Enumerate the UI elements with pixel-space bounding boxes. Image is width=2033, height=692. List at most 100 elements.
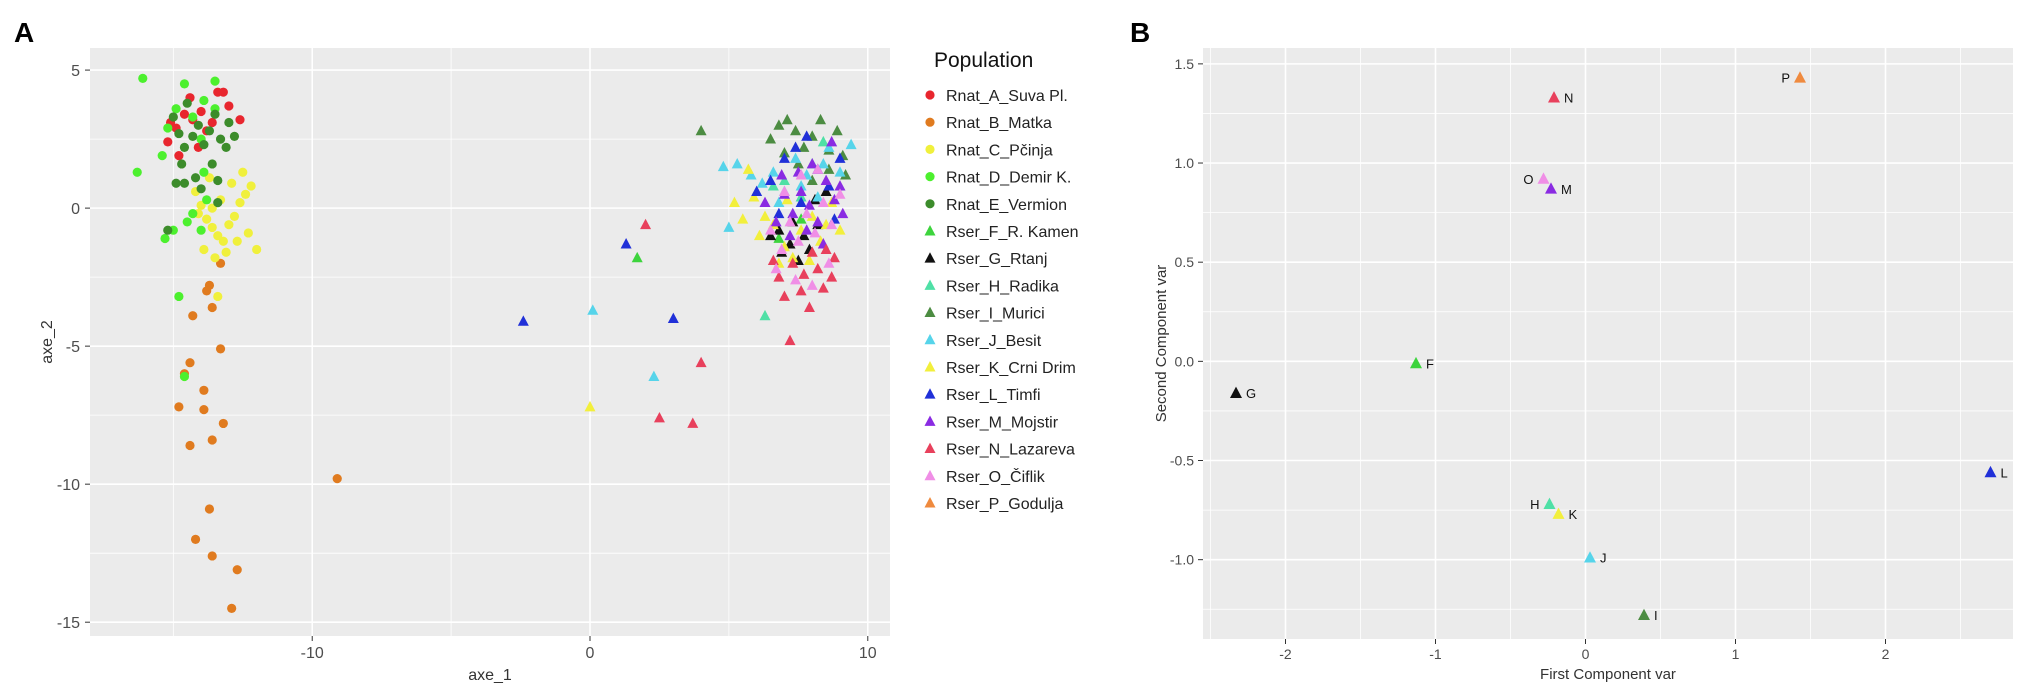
data-point (210, 76, 220, 86)
data-point (252, 244, 262, 255)
data-point (812, 215, 824, 227)
data-point (232, 236, 242, 246)
data-point (1543, 497, 1556, 510)
data-point (784, 229, 796, 241)
y-tick-label: -15 (57, 615, 80, 632)
y-tick-label: -1.0 (1170, 552, 1194, 568)
data-point (218, 418, 228, 429)
data-point (210, 109, 220, 119)
data-point (823, 141, 835, 152)
data-point (174, 291, 184, 302)
legend-label: Rser_J_Besit (946, 333, 1042, 350)
data-point (648, 370, 660, 381)
data-point (798, 229, 810, 241)
data-point (831, 124, 843, 136)
data-point (820, 185, 832, 197)
data-point (770, 262, 782, 274)
legend-label: Rser_O_Čiflik (946, 467, 1046, 486)
data-point (213, 87, 223, 97)
data-point (229, 131, 240, 141)
data-point (227, 603, 237, 613)
data-point (765, 174, 777, 185)
data-point (224, 101, 234, 111)
data-point (179, 79, 190, 89)
data-point (773, 224, 785, 235)
data-point (792, 158, 804, 169)
data-point (1584, 551, 1596, 563)
data-point (742, 163, 754, 174)
x-tick-label: 1 (1732, 646, 1740, 662)
x-tick-label: 10 (859, 645, 877, 662)
legend-marker (925, 117, 935, 127)
data-point (207, 117, 217, 128)
data-point (798, 141, 810, 152)
data-point (723, 221, 735, 232)
legend-marker (925, 172, 935, 182)
y-axis-label: axe_2 (39, 320, 56, 364)
data-point (784, 215, 796, 227)
data-point (823, 163, 835, 174)
legend-label: Rnat_E_Vermion (946, 197, 1067, 214)
data-point (179, 371, 190, 382)
data-point (812, 191, 824, 202)
data-point (163, 225, 173, 235)
y-tick-label: 0 (71, 201, 80, 218)
data-point (795, 191, 807, 202)
legend-marker (924, 388, 936, 399)
data-point (790, 273, 802, 285)
y-tick-label: -5 (66, 339, 80, 356)
legend: Population Rnat_A_Suva Pl. Rnat_B_Matka Rna… (924, 49, 1079, 513)
data-point (204, 504, 215, 514)
data-point (834, 224, 846, 235)
data-point (188, 311, 198, 321)
data-point (815, 113, 827, 125)
legend-label: Rser_G_Rtanj (946, 251, 1047, 268)
data-point (778, 290, 790, 301)
data-point (695, 356, 707, 368)
data-point (790, 141, 802, 152)
legend-marker (925, 90, 935, 100)
data-point (773, 196, 785, 208)
x-tick-label: 0 (586, 645, 595, 662)
data-point (182, 98, 192, 108)
legend-label: Rnat_C_Pčinja (946, 142, 1053, 159)
data-point (171, 104, 181, 114)
data-point (809, 227, 821, 238)
data-point (798, 268, 810, 279)
data-point (1548, 91, 1560, 103)
y-tick-label: 0.0 (1175, 353, 1195, 369)
data-point (767, 166, 779, 177)
data-point (765, 133, 777, 144)
data-point (1638, 608, 1650, 621)
data-point (806, 279, 818, 290)
y-tick-label: -0.5 (1170, 453, 1194, 469)
data-point (823, 180, 835, 191)
data-point (826, 218, 838, 230)
data-point (751, 185, 763, 197)
data-point (207, 302, 217, 313)
y-axis-label: Second Component var (1153, 265, 1170, 423)
data-point (795, 213, 807, 224)
panel-label-b: B (1130, 17, 1150, 48)
data-point (778, 152, 790, 163)
data-point (728, 196, 740, 208)
data-point (163, 123, 173, 133)
y-tick-label: -10 (57, 477, 80, 494)
legend-label: Rser_N_Lazareva (946, 442, 1075, 459)
data-point (202, 286, 212, 296)
data-point (795, 196, 807, 208)
data-point (803, 254, 815, 266)
data-point (695, 124, 707, 136)
panel-label-a: A (14, 17, 34, 48)
data-point (179, 142, 190, 152)
legend-label: Rser_M_Mojstir (946, 414, 1059, 431)
legend-marker (925, 144, 935, 154)
data-point (213, 291, 223, 302)
y-tick-label: 5 (71, 63, 80, 80)
data-point (753, 229, 765, 241)
chart-b: -2 -1 0 1 2 1.5 1.0 0.5 0.0 -0.5 -1.0 First Compone… (1153, 48, 2013, 683)
data-point (232, 565, 242, 575)
data-point (199, 405, 209, 415)
data-point (190, 173, 201, 183)
data-point (837, 207, 849, 219)
